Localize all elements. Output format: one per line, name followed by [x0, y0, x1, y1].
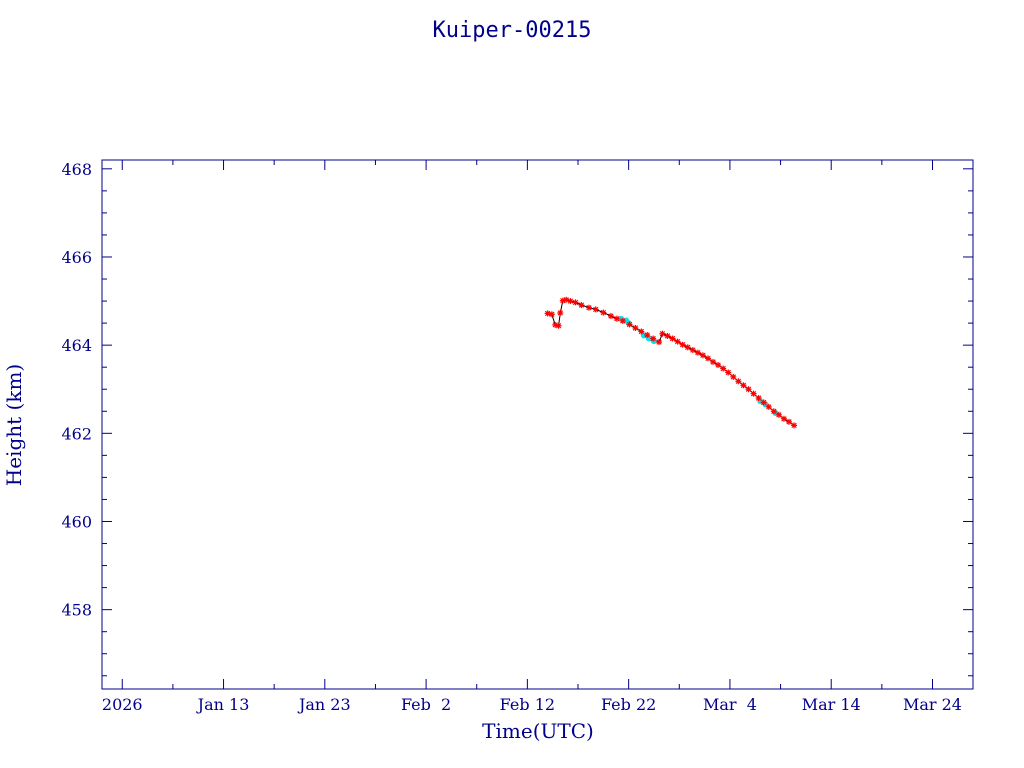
data-point [710, 358, 717, 365]
data-point [760, 399, 767, 406]
x-tick-label: Mar 4 [703, 695, 757, 714]
data-point [557, 309, 564, 316]
data-point [735, 378, 742, 385]
x-tick-label: Feb 12 [500, 695, 555, 714]
data-point [567, 298, 574, 305]
data-point [572, 299, 579, 306]
data-point [770, 408, 777, 415]
data-point [607, 313, 614, 320]
data-point [585, 304, 592, 311]
marker-points-group [544, 296, 798, 429]
x-tick-labels: 2026 Jan 13 Jan 23 Feb 2 Feb 12 Feb 22 Mar 4 Ma… [102, 695, 962, 714]
y-axis-title: Height (km) [2, 364, 26, 486]
data-point [548, 311, 555, 318]
data-point [656, 339, 663, 346]
data-point [613, 315, 620, 322]
x-tick-label: Mar 24 [903, 695, 962, 714]
x-tick-label: Mar 14 [802, 695, 861, 714]
data-point [659, 330, 666, 337]
y-tick-label: 468 [61, 160, 92, 179]
axis-ticks [102, 160, 973, 689]
data-point [669, 335, 676, 342]
data-point [638, 328, 645, 335]
y-tick-label: 462 [61, 424, 92, 443]
data-point [592, 306, 599, 313]
x-axis-title: Time(UTC) [482, 719, 594, 743]
y-tick-label: 458 [61, 601, 92, 620]
data-point [689, 346, 696, 353]
data-point [699, 352, 706, 359]
chart-title: Kuiper-00215 [433, 18, 592, 43]
data-point [725, 369, 732, 376]
data-point [664, 332, 671, 339]
data-point [600, 309, 607, 316]
x-tick-label: 2026 [102, 695, 143, 714]
x-tick-label: Feb 22 [601, 695, 656, 714]
x-tick-label: Feb 2 [401, 695, 451, 714]
y-tick-labels: 458 460 462 464 466 468 [61, 160, 92, 620]
data-point [704, 355, 711, 362]
x-tick-label: Jan 13 [196, 695, 250, 714]
y-tick-label: 460 [61, 512, 92, 531]
data-point [715, 361, 722, 368]
data-point [775, 411, 782, 418]
data-point [720, 365, 727, 372]
y-tick-label: 466 [61, 248, 92, 267]
data-point [679, 341, 686, 348]
data-point [791, 422, 798, 429]
data-point [694, 349, 701, 356]
series-line-group [547, 299, 795, 426]
data-point [745, 386, 752, 393]
y-tick-label: 464 [61, 336, 92, 355]
data-point [740, 382, 747, 389]
data-point [780, 415, 787, 422]
data-point [544, 310, 551, 317]
data-point [674, 338, 681, 345]
data-point [650, 335, 657, 342]
data-point [578, 302, 585, 309]
data-point [765, 403, 772, 410]
data-point [555, 322, 562, 329]
data-point [644, 332, 651, 339]
data-point [632, 324, 639, 331]
plot-frame [101, 159, 974, 690]
x-tick-label: Jan 23 [297, 695, 351, 714]
data-point [755, 395, 762, 402]
data-point [684, 344, 691, 351]
data-point [619, 317, 626, 324]
data-point [750, 390, 757, 397]
data-point [730, 373, 737, 380]
data-point [626, 321, 633, 328]
data-point [786, 418, 793, 425]
series-line [547, 299, 795, 426]
